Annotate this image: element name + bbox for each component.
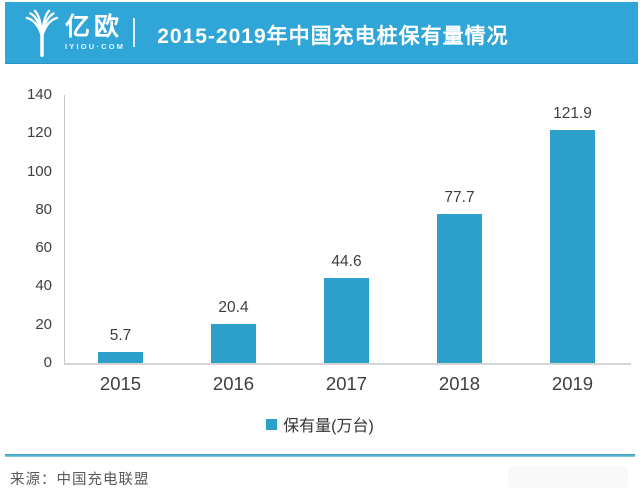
bar-value-label: 5.7	[109, 327, 132, 345]
brand-name-cn: 亿欧	[65, 12, 124, 41]
y-tick-label: 20	[35, 315, 52, 333]
iyiou-logo: 亿欧 IYIOU·COM	[25, 9, 125, 57]
footer-divider-line	[5, 454, 635, 457]
y-tick-label: 120	[26, 124, 52, 142]
bar-value-label: 77.7	[444, 189, 475, 207]
y-tick-label: 100	[26, 162, 52, 180]
y-tick-label: 60	[35, 239, 52, 257]
bar-value-label: 121.9	[553, 104, 592, 122]
y-axis-line	[64, 95, 65, 363]
header-divider	[133, 18, 136, 47]
bar-2015	[98, 352, 143, 363]
header-banner: 亿欧 IYIOU·COM 2015-2019年中国充电桩保有量情况	[5, 2, 638, 64]
x-tick-label: 2019	[551, 373, 594, 394]
brand-name-en: IYIOU·COM	[65, 41, 126, 51]
x-tick-label: 2018	[438, 373, 481, 394]
legend-label: 保有量(万台)	[283, 418, 374, 435]
bar-2018	[437, 214, 482, 363]
legend: 保有量(万台)	[0, 412, 640, 436]
source-text: 来源：中国充电联盟	[10, 472, 150, 488]
bar-2017	[324, 277, 369, 363]
legend-swatch	[266, 418, 278, 430]
y-tick-label: 0	[43, 354, 52, 371]
x-axis-line	[64, 363, 631, 365]
iyiou-logo-icon	[25, 9, 59, 57]
watermark-ghost	[508, 466, 628, 488]
y-tick-label: 140	[26, 86, 52, 103]
chart-title: 2015-2019年中国充电桩保有量情况	[157, 24, 509, 48]
y-tick-label: 40	[35, 277, 52, 295]
x-tick-label: 2017	[325, 373, 368, 394]
bar-2019	[550, 129, 595, 363]
y-tick-label: 80	[35, 200, 52, 218]
bar-value-label: 20.4	[218, 298, 249, 316]
bar-2016	[211, 323, 256, 363]
logo-text: 亿欧 IYIOU·COM	[65, 12, 126, 51]
x-tick-label: 2015	[99, 373, 142, 394]
x-tick-label: 2016	[212, 373, 255, 394]
bar-value-label: 44.6	[331, 252, 362, 270]
